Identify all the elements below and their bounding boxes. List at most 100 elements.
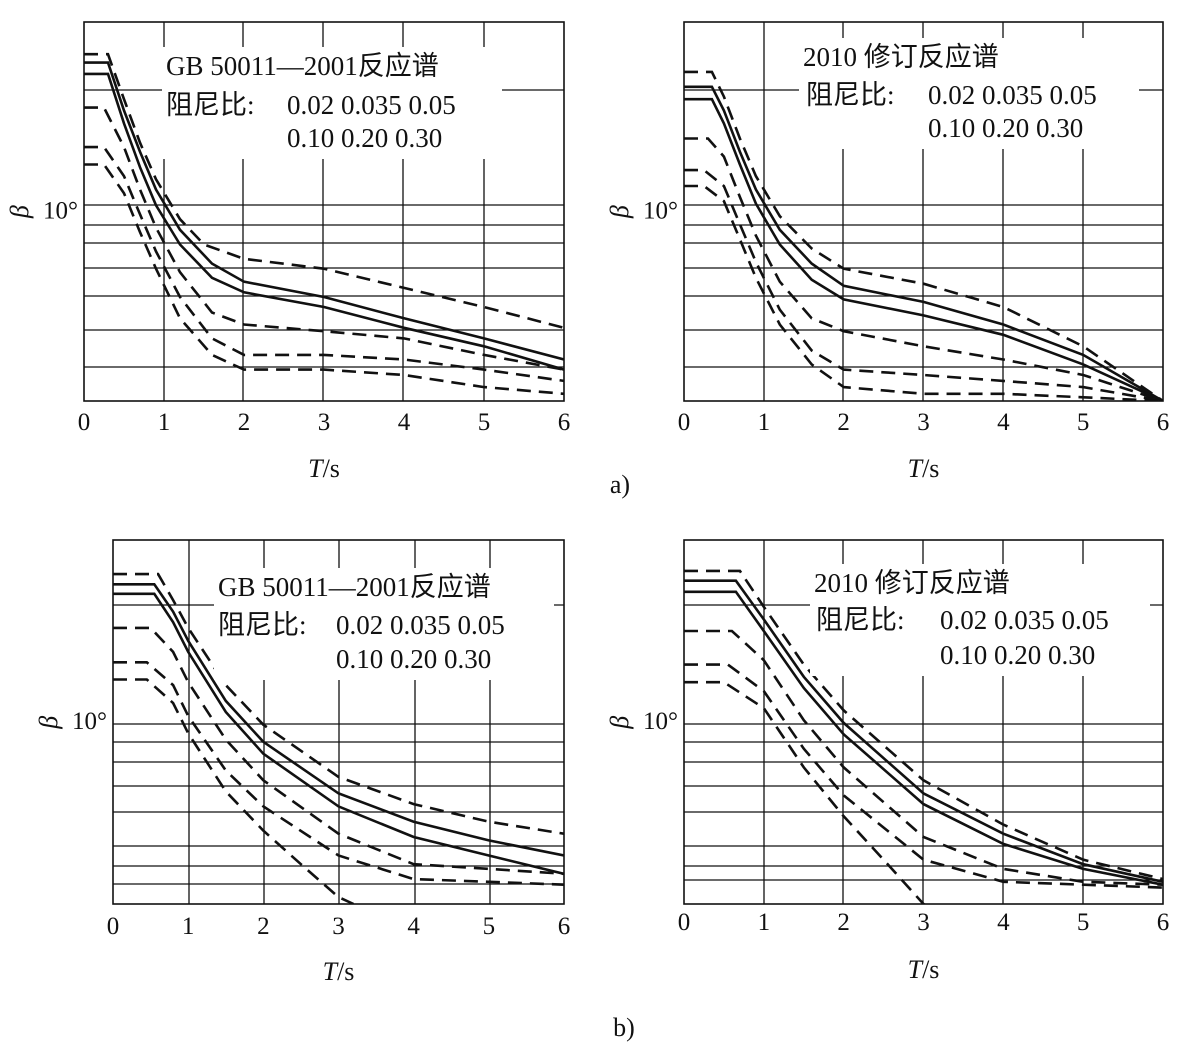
series-line-4	[684, 137, 1163, 401]
x-tick-label: 6	[1157, 909, 1170, 936]
x-tick-label: 3	[917, 909, 930, 936]
damping-values-row-2: 0.10 0.20 0.30	[336, 644, 491, 674]
x-tick-label: 4	[997, 909, 1010, 936]
x-tick-label: 4	[997, 409, 1010, 436]
x-axis-label-symbol: T	[908, 454, 924, 483]
x-axis-label-symbol: T	[308, 454, 324, 483]
damping-values-row-1: 0.02 0.035 0.05	[940, 605, 1109, 635]
series-line-1	[84, 52, 564, 330]
x-tick-label: 3	[917, 409, 930, 436]
series-line-3	[113, 592, 564, 876]
damping-label: 阻尼比:	[218, 610, 307, 640]
y-tick-label: 10°	[43, 198, 78, 225]
series-line-4	[684, 629, 1163, 886]
x-tick-label: 4	[398, 409, 411, 436]
series-line-2	[684, 579, 1163, 884]
plot-frame	[683, 21, 1164, 402]
series-group	[84, 52, 564, 396]
x-tick-label: 6	[1157, 409, 1170, 436]
series-line-5	[684, 663, 1163, 889]
y-tick-label: 10°	[643, 708, 678, 735]
damping-label: 阻尼比:	[806, 80, 895, 110]
x-axis-label: T/s	[308, 454, 340, 483]
y-axis-label: β	[605, 716, 634, 730]
damping-values-row-1: 0.02 0.035 0.05	[287, 90, 456, 120]
x-tick-label: 6	[558, 409, 571, 436]
annotation-bg	[214, 568, 554, 680]
x-tick-label: 2	[238, 409, 251, 436]
series-line-2	[113, 582, 564, 857]
series-line-2	[684, 85, 1163, 401]
x-tick-label: 5	[1077, 909, 1090, 936]
x-tick-label: 0	[678, 409, 691, 436]
x-tick-label: 5	[483, 913, 496, 940]
annotation-bg	[162, 47, 502, 159]
damping-values-row-2: 0.10 0.20 0.30	[928, 113, 1083, 143]
x-tick-label: 0	[78, 409, 91, 436]
series-line-3	[684, 590, 1163, 886]
y-axis-label: β	[5, 205, 34, 219]
series-line-5	[113, 660, 564, 886]
series-line-4	[84, 106, 564, 371]
series-line-4	[113, 626, 564, 876]
damping-values-row-1: 0.02 0.035 0.05	[928, 80, 1097, 110]
series-line-6	[84, 163, 564, 396]
damping-label: 阻尼比:	[166, 90, 255, 120]
x-axis-label-unit: /s	[323, 454, 340, 483]
series-line-3	[84, 72, 564, 371]
x-axis-label: T/s	[908, 454, 940, 483]
y-axis-label: β	[34, 716, 63, 730]
x-tick-label: 1	[182, 913, 195, 940]
x-tick-label: 3	[318, 409, 331, 436]
series-line-1	[113, 572, 564, 835]
series-line-1	[684, 569, 1163, 881]
series-group	[113, 572, 564, 904]
x-tick-label: 1	[758, 409, 771, 436]
series-line-6	[684, 680, 927, 904]
annotation-bg	[799, 38, 1139, 149]
x-axis-label-symbol: T	[323, 957, 339, 986]
series-line-5	[84, 145, 564, 383]
y-axis-label: β	[605, 205, 634, 219]
series-line-3	[684, 97, 1163, 401]
y-tick-label: 10°	[643, 198, 678, 225]
chart-title: GB 50011—2001反应谱	[218, 572, 491, 602]
subfigure-label-a: a)	[610, 470, 630, 499]
x-tick-label: 5	[478, 409, 491, 436]
x-tick-label: 2	[837, 409, 850, 436]
x-axis-label-symbol: T	[908, 955, 924, 984]
series-line-6	[684, 184, 1163, 401]
plot-frame	[112, 539, 565, 905]
x-axis-label-unit: /s	[922, 955, 939, 984]
y-tick-label: 10°	[72, 708, 107, 735]
series-line-6	[113, 678, 355, 904]
x-axis-label-unit: /s	[337, 957, 354, 986]
series-line-2	[84, 61, 564, 361]
x-axis-label: T/s	[908, 955, 940, 984]
x-tick-label: 0	[107, 913, 120, 940]
plot-frame	[83, 21, 565, 402]
damping-values-row-2: 0.10 0.20 0.30	[287, 123, 442, 153]
series-group	[684, 70, 1163, 401]
annotation-bg	[810, 564, 1150, 676]
series-line-5	[684, 168, 1163, 401]
chart-title: 2010 修订反应谱	[814, 568, 1010, 598]
x-tick-label: 5	[1077, 409, 1090, 436]
x-axis-label-unit: /s	[922, 454, 939, 483]
damping-values-row-1: 0.02 0.035 0.05	[336, 610, 505, 640]
subfigure-label-b: b)	[613, 1013, 635, 1042]
chart-title: 2010 修订反应谱	[803, 42, 999, 72]
damping-label: 阻尼比:	[816, 605, 905, 635]
chart-title: GB 50011—2001反应谱	[166, 51, 439, 81]
series-line-1	[684, 70, 1163, 401]
x-tick-label: 2	[837, 909, 850, 936]
x-tick-label: 1	[158, 409, 171, 436]
x-tick-label: 4	[407, 913, 420, 940]
x-tick-label: 6	[558, 913, 571, 940]
x-axis-label: T/s	[323, 957, 355, 986]
